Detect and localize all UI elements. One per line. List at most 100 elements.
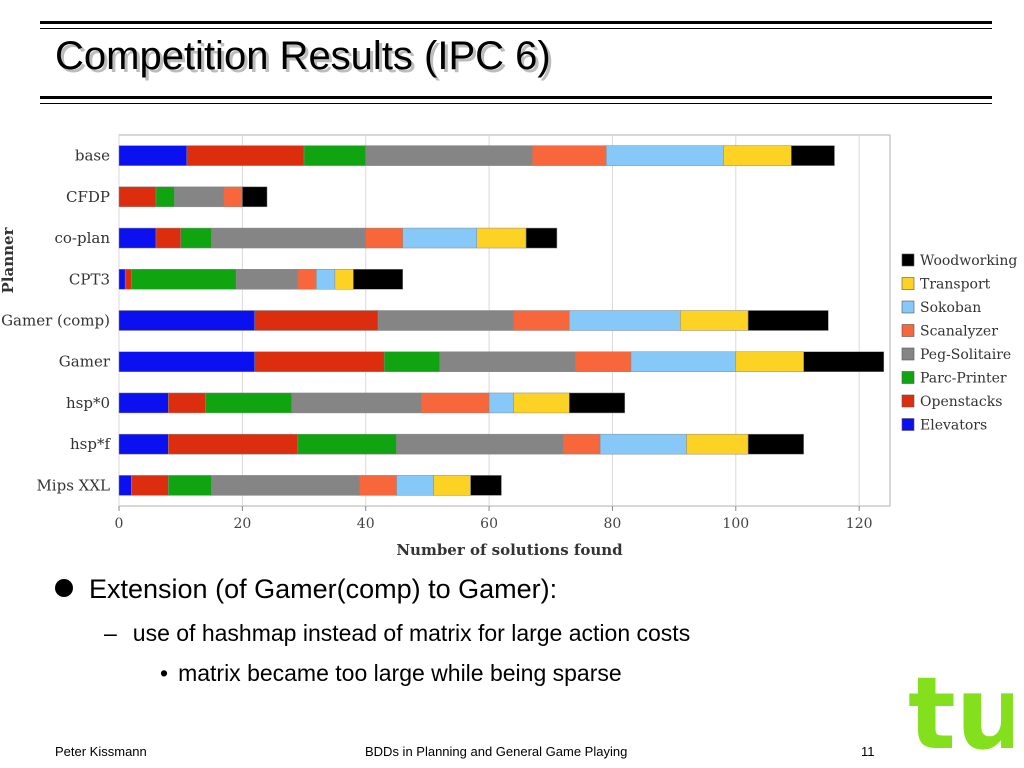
bar-segment-transport: [723, 145, 792, 166]
bar-segment-peg-solitaire: [396, 433, 564, 455]
bar-segment-scanalyzer: [513, 310, 570, 331]
bar-segment-peg-solitaire: [439, 351, 576, 372]
bar-segment-woodworking: [791, 145, 835, 166]
bar-segment-scanalyzer: [575, 351, 632, 372]
y-category-label: Mips XXL: [36, 476, 110, 494]
bar-segment-openstacks: [124, 269, 132, 290]
bar-segment-sokoban: [316, 269, 336, 290]
bar-segment-peg-solitaire: [235, 269, 299, 290]
bar-segment-peg-solitaire: [174, 186, 225, 208]
y-category-label: CFDP: [66, 188, 110, 206]
bar-segment-scanalyzer: [365, 227, 403, 249]
bar-segment-woodworking: [525, 227, 558, 249]
bar-segment-peg-solitaire: [377, 310, 515, 331]
y-axis-title: Planner: [0, 226, 17, 293]
bar-segment-parc-printer: [303, 145, 366, 166]
bar-segment-parc-printer: [168, 475, 212, 496]
bottom-rule: [40, 96, 992, 99]
y-category-label: CPT3: [69, 270, 110, 288]
legend-label: Openstacks: [920, 394, 1002, 410]
bar-segment-transport: [513, 392, 570, 414]
bar-segment-woodworking: [747, 433, 804, 455]
bar-segment-peg-solitaire: [211, 227, 366, 249]
bar-segment-woodworking: [353, 269, 403, 290]
y-category-label: Gamer (comp): [1, 312, 110, 330]
bar-segment-scanalyzer: [562, 433, 601, 455]
bar-segment-scanalyzer: [297, 269, 317, 290]
top-rule: [40, 21, 992, 24]
y-category-label: hsp*f: [70, 435, 111, 453]
bar-segment-elevators: [118, 392, 169, 414]
x-tick-label: 20: [233, 516, 251, 532]
x-tick-label: 120: [846, 516, 873, 532]
bar-segment-scanalyzer: [359, 475, 397, 496]
legend-swatch: [901, 324, 915, 337]
bar-segment-parc-printer: [297, 433, 397, 455]
bar-segment-elevators: [118, 475, 132, 496]
legend-label: Transport: [920, 277, 991, 293]
y-category-label: hsp*0: [66, 394, 110, 412]
bullet-3-text: matrix became too large while being spar…: [178, 660, 622, 686]
bar-segment-openstacks: [118, 186, 157, 208]
bar-segment-elevators: [118, 227, 157, 249]
legend-swatch: [901, 347, 915, 361]
bar-segment-elevators: [118, 351, 255, 372]
tu-logo: tu: [908, 676, 1013, 758]
bar-segment-openstacks: [155, 227, 181, 249]
bar-segment-elevators: [118, 310, 255, 331]
bar-segment-sokoban: [630, 351, 737, 372]
bar-segment-parc-printer: [205, 392, 292, 414]
bar-segment-sokoban: [599, 433, 687, 455]
legend-label: Woodworking: [920, 253, 1017, 269]
small-bullet-icon: •: [160, 660, 169, 686]
bottom-rule-thin: [40, 103, 992, 104]
legend-swatch: [901, 394, 915, 408]
x-tick-label: 60: [480, 516, 498, 532]
legend-label: Parc-Printer: [920, 371, 1007, 387]
bar-segment-elevators: [118, 269, 126, 290]
bar-segment-woodworking: [803, 351, 885, 372]
bar-segment-sokoban: [606, 145, 724, 166]
bar-segment-transport: [433, 475, 471, 496]
x-axis-title: Number of solutions found: [396, 541, 623, 559]
legend-swatch: [901, 300, 915, 314]
bar-segment-woodworking: [747, 310, 829, 331]
bullet-level-1: Extension (of Gamer(comp) to Gamer):: [55, 574, 557, 605]
bar-segment-peg-solitaire: [211, 475, 360, 496]
bar-segment-parc-printer: [131, 269, 237, 290]
bullet-level-3: • matrix became too large while being spa…: [160, 660, 622, 687]
x-tick-label: 40: [357, 516, 375, 532]
bar-segment-sokoban: [569, 310, 681, 331]
bar-segment-transport: [680, 310, 749, 331]
x-tick-label: 80: [604, 516, 622, 532]
footer-author: Peter Kissmann: [55, 744, 147, 759]
bar-segment-scanalyzer: [420, 392, 490, 414]
y-category-label: Gamer: [59, 353, 111, 371]
bar-segment-transport: [334, 269, 354, 290]
bar-segment-parc-printer: [383, 351, 440, 372]
bar-segment-transport: [735, 351, 804, 372]
bar-segment-scanalyzer: [532, 145, 607, 166]
bar-segment-openstacks: [254, 310, 379, 331]
x-tick-label: 0: [115, 516, 124, 532]
bullet-2-text: use of hashmap instead of matrix for lar…: [132, 620, 691, 646]
footer-title: BDDs in Planning and General Game Playin…: [365, 744, 628, 759]
bar-segment-woodworking: [470, 475, 502, 496]
legend-swatch: [901, 371, 915, 384]
bar-segment-peg-solitaire: [365, 145, 533, 166]
bar-segment-openstacks: [168, 433, 299, 455]
bar-segment-parc-printer: [155, 186, 175, 208]
legend-swatch: [901, 277, 915, 290]
stacked-bar-chart: 0 20 40 60 80 100 120 base CFDP co-plan CPT3 Gamer …: [0, 134, 1017, 559]
bar-segment-elevators: [118, 145, 188, 166]
logo-lettering: tu: [908, 676, 1013, 758]
y-category-label: base: [75, 147, 110, 165]
dash-icon: –: [104, 620, 117, 646]
bar-segment-woodworking: [242, 186, 268, 208]
x-tick-label: 100: [722, 516, 749, 532]
legend-label: Scanalyzer: [920, 324, 998, 340]
bar-segment-transport: [476, 227, 527, 249]
top-rule-thin: [40, 28, 992, 29]
bar-segment-openstacks: [254, 351, 385, 372]
bar-segment-peg-solitaire: [291, 392, 422, 414]
